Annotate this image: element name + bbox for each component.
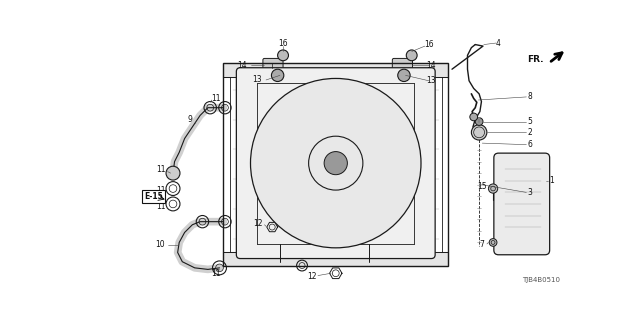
- FancyBboxPatch shape: [494, 153, 550, 255]
- Text: 6: 6: [527, 140, 532, 149]
- Circle shape: [472, 124, 487, 140]
- Circle shape: [166, 166, 180, 180]
- Text: 1: 1: [549, 176, 554, 185]
- Text: 9: 9: [188, 115, 193, 124]
- Text: 2: 2: [527, 128, 532, 137]
- Text: 11: 11: [211, 94, 220, 103]
- Text: 12: 12: [253, 219, 263, 228]
- Circle shape: [324, 152, 348, 175]
- Bar: [223, 63, 448, 266]
- Circle shape: [271, 69, 284, 82]
- Text: 4: 4: [496, 38, 501, 47]
- FancyBboxPatch shape: [263, 59, 283, 73]
- Text: 11: 11: [156, 202, 165, 211]
- Text: FR.: FR.: [527, 55, 543, 64]
- Text: E-15: E-15: [144, 192, 163, 201]
- Circle shape: [488, 184, 498, 193]
- Circle shape: [470, 113, 477, 121]
- Text: 5: 5: [527, 117, 532, 126]
- Circle shape: [406, 50, 417, 61]
- Text: 10: 10: [156, 240, 165, 249]
- Text: 14: 14: [237, 61, 246, 70]
- Text: 11: 11: [156, 186, 165, 195]
- Text: 16: 16: [278, 39, 288, 48]
- Circle shape: [476, 118, 483, 125]
- Text: 7: 7: [479, 240, 484, 249]
- Text: 8: 8: [527, 92, 532, 101]
- Text: 3: 3: [527, 188, 532, 197]
- Circle shape: [397, 69, 410, 82]
- Circle shape: [278, 50, 289, 61]
- Text: 14: 14: [426, 61, 436, 70]
- Text: 11: 11: [211, 269, 220, 278]
- Text: 11: 11: [156, 165, 165, 174]
- Text: 16: 16: [424, 40, 433, 49]
- Text: TJB4B0510: TJB4B0510: [522, 277, 561, 283]
- FancyBboxPatch shape: [236, 68, 435, 259]
- Circle shape: [489, 239, 497, 246]
- Text: 15: 15: [477, 182, 487, 191]
- Text: 13: 13: [253, 76, 262, 84]
- Text: 13: 13: [426, 76, 436, 85]
- Text: 12: 12: [307, 272, 316, 281]
- FancyBboxPatch shape: [392, 59, 412, 73]
- Circle shape: [250, 78, 421, 248]
